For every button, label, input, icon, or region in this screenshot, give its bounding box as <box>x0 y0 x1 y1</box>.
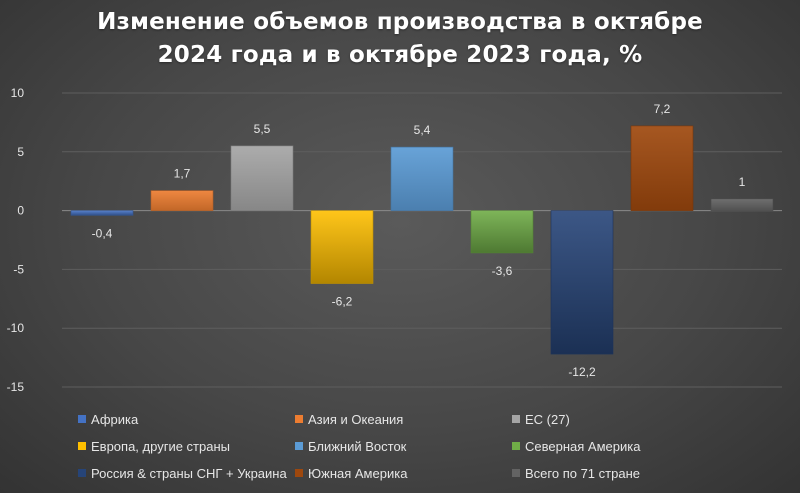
legend-item-4: Ближний Восток <box>295 437 512 455</box>
y-tick-label: -10 <box>7 321 25 335</box>
y-tick-label: 10 <box>11 86 25 100</box>
bar-chart: 10 5 0 -5 -10 -15 -0,4 1,7 5,5 -6,2 5,4 -3,6 -12,2 7… <box>7 86 782 394</box>
legend-swatch-4 <box>295 442 303 450</box>
legend-item-2: ЕС (27) <box>512 410 729 428</box>
legend-label-2: ЕС (27) <box>525 411 570 427</box>
legend-label-0: Африка <box>91 411 139 427</box>
bar-5 <box>470 210 534 254</box>
legend-swatch-8 <box>512 469 520 477</box>
legend-swatch-5 <box>512 442 520 450</box>
legend-item-8: Всего по 71 стране <box>512 464 729 482</box>
legend-label-5: Северная Америка <box>525 438 641 454</box>
bar-7 <box>630 125 694 211</box>
data-label-3: -6,2 <box>332 295 353 309</box>
bars <box>70 125 774 355</box>
data-label-6: -12,2 <box>568 365 596 379</box>
legend-item-3: Европа, другие страны <box>78 437 295 455</box>
legend-swatch-6 <box>78 469 86 477</box>
legend-item-5: Северная Америка <box>512 437 729 455</box>
legend-swatch-0 <box>78 415 86 423</box>
bar-2 <box>230 145 294 211</box>
legend-swatch-2 <box>512 415 520 423</box>
legend-swatch-7 <box>295 469 303 477</box>
y-tick-label: 5 <box>17 145 24 159</box>
data-label-8: 1 <box>739 175 746 189</box>
bar-0 <box>70 210 134 216</box>
y-tick-label: -5 <box>13 262 24 276</box>
data-label-4: 5,4 <box>414 123 431 137</box>
legend-label-4: Ближний Восток <box>308 438 407 454</box>
legend-item-1: Азия и Океания <box>295 410 512 428</box>
bar-6 <box>550 210 614 355</box>
chart-title: Изменение объемов производства в октябре… <box>0 6 800 72</box>
legend-item-7: Южная Америка <box>295 464 512 482</box>
legend-item-0: Африка <box>78 410 295 428</box>
legend-label-3: Европа, другие страны <box>91 438 230 454</box>
legend: Африка Азия и Океания ЕС (27) Европа, други… <box>78 410 778 482</box>
data-label-5: -3,6 <box>492 264 513 278</box>
bar-3 <box>310 210 374 284</box>
legend-item-6: Россия & страны СНГ + Украина <box>78 464 295 482</box>
legend-label-6: Россия & страны СНГ + Украина <box>91 465 287 481</box>
bar-1 <box>150 190 214 211</box>
bar-4 <box>390 146 454 211</box>
y-tick-label: 0 <box>17 204 24 218</box>
data-label-1: 1,7 <box>174 167 191 181</box>
data-labels: -0,4 1,7 5,5 -6,2 5,4 -3,6 -12,2 7,2 1 <box>92 102 746 379</box>
data-label-0: -0,4 <box>92 226 113 240</box>
legend-swatch-1 <box>295 415 303 423</box>
y-tick-label: -15 <box>7 380 25 394</box>
y-axis: 10 5 0 -5 -10 -15 <box>7 86 25 394</box>
legend-label-1: Азия и Океания <box>308 411 404 427</box>
legend-label-7: Южная Америка <box>308 465 408 481</box>
data-label-2: 5,5 <box>254 122 271 136</box>
legend-label-8: Всего по 71 стране <box>525 465 640 481</box>
bar-8 <box>710 198 774 211</box>
chart-title-line-2: 2024 года и в октябре 2023 года, % <box>157 42 643 68</box>
data-label-7: 7,2 <box>654 102 671 116</box>
legend-swatch-3 <box>78 442 86 450</box>
chart-title-line-1: Изменение объемов производства в октябре <box>97 9 703 35</box>
